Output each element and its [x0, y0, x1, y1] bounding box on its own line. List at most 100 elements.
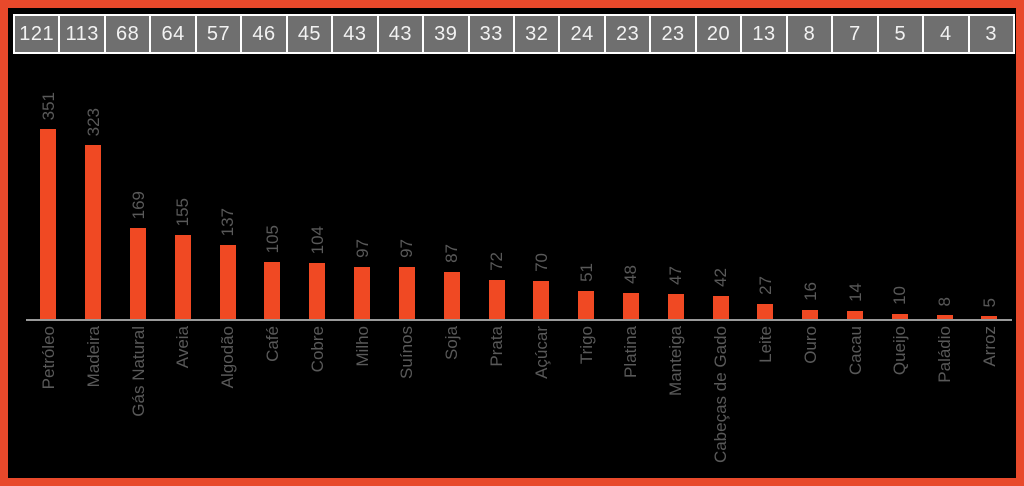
bar [130, 228, 147, 319]
header-cell: 23 [651, 16, 695, 52]
bar-value-label: 97 [352, 239, 372, 258]
bar-column: 14 [833, 64, 878, 319]
header-cell: 7 [833, 16, 877, 52]
bar-value-label: 105 [262, 224, 282, 253]
bar-column: 87 [429, 64, 474, 319]
category-column: Manteiga [653, 326, 698, 396]
bar-column: 105 [250, 64, 295, 319]
header-cell: 64 [151, 16, 195, 52]
category-column: Cobre [295, 326, 340, 372]
category-label: Platina [621, 326, 641, 378]
bar-column: 351 [26, 64, 71, 319]
bar [757, 304, 774, 319]
header-cell: 13 [742, 16, 786, 52]
header-cell: 113 [60, 16, 104, 52]
category-column: Soja [429, 326, 474, 360]
bar-value-label: 27 [755, 276, 775, 295]
bar-value-label: 42 [711, 268, 731, 287]
header-cell: 57 [196, 16, 241, 52]
category-column: Açúcar [519, 326, 564, 379]
category-label: Soja [442, 326, 462, 361]
bar-column: 137 [205, 64, 250, 319]
bar [667, 294, 684, 319]
bar-value-label: 72 [487, 252, 507, 271]
category-label: Milho [352, 326, 372, 367]
header-cell: 4 [924, 16, 968, 52]
header-cell: 33 [469, 16, 513, 52]
bar-column: 323 [71, 64, 116, 319]
header-cell: 23 [605, 16, 650, 52]
header-cell: 24 [560, 16, 604, 52]
category-label: Algodão [218, 326, 238, 389]
category-column: Cacau [833, 326, 878, 375]
bar [891, 314, 908, 319]
category-column: Algodão [205, 326, 250, 388]
bar-value-label: 137 [218, 207, 238, 236]
bar-column: 97 [385, 64, 430, 319]
category-label: Manteiga [666, 326, 686, 396]
category-column: Platina [609, 326, 654, 378]
bar [488, 280, 505, 319]
category-label: Trigo [576, 326, 596, 365]
bar-column: 72 [474, 64, 519, 319]
category-column: Aveia [160, 326, 205, 368]
category-column: Queijo [877, 326, 922, 375]
bar [398, 267, 415, 319]
category-column: Petróleo [26, 326, 71, 389]
bar [85, 145, 102, 319]
category-label: Cacau [845, 326, 865, 376]
bar [40, 129, 57, 319]
bar [219, 245, 236, 319]
header-cell: 121 [15, 16, 59, 52]
category-label: Leite [755, 326, 775, 363]
header-cell: 5 [878, 16, 923, 52]
header-cell: 20 [696, 16, 741, 52]
bar [443, 272, 460, 319]
header-cell: 45 [287, 16, 332, 52]
header-cell: 32 [514, 16, 559, 52]
bar-column: 8 [922, 64, 967, 319]
bar [622, 293, 639, 319]
category-axis-labels: Petróleo Madeira Gás Natural Aveia Algodão Ca… [26, 326, 1012, 478]
bar [981, 316, 998, 319]
bar-value-label: 16 [800, 282, 820, 301]
bar-column: 10 [877, 64, 922, 319]
bar [309, 263, 326, 319]
category-label: Gás Natural [128, 326, 148, 417]
category-label: Suínos [397, 326, 417, 379]
bar-column: 169 [116, 64, 161, 319]
category-column: Milho [340, 326, 385, 367]
bar [936, 315, 953, 319]
category-column: Paládio [922, 326, 967, 383]
bar-value-label: 51 [576, 263, 596, 282]
category-label: Cabeças de Gado [711, 326, 731, 464]
bar-value-label: 351 [38, 91, 58, 120]
bar [802, 310, 819, 319]
category-label: Aveia [173, 326, 193, 369]
bar-value-label: 155 [173, 197, 193, 226]
bar-value-label: 87 [442, 244, 462, 263]
bar-value-label: 70 [531, 253, 551, 272]
category-label: Café [262, 326, 282, 362]
header-cell: 8 [787, 16, 832, 52]
bar-column: 70 [519, 64, 564, 319]
header-cell: 46 [242, 16, 286, 52]
header-cell: 43 [378, 16, 423, 52]
bar-column: 104 [295, 64, 340, 319]
bar-value-label: 47 [666, 266, 686, 285]
category-column: Leite [743, 326, 788, 363]
x-axis-baseline [26, 319, 1012, 321]
category-label: Arroz [979, 326, 999, 367]
bar-column: 47 [653, 64, 698, 319]
header-cell: 68 [105, 16, 150, 52]
header-cell: 43 [333, 16, 377, 52]
category-label: Madeira [83, 326, 103, 388]
bar-value-label: 323 [83, 107, 103, 136]
header-cell: 39 [424, 16, 468, 52]
header-strip: 121 113 68 64 57 46 45 43 43 39 33 32 24 23 23 20 13 8 7 5 4… [13, 14, 1015, 54]
category-label: Açúcar [531, 326, 551, 379]
bar-value-label: 14 [845, 283, 865, 302]
category-column: Café [250, 326, 295, 362]
bar-value-label: 97 [397, 239, 417, 258]
